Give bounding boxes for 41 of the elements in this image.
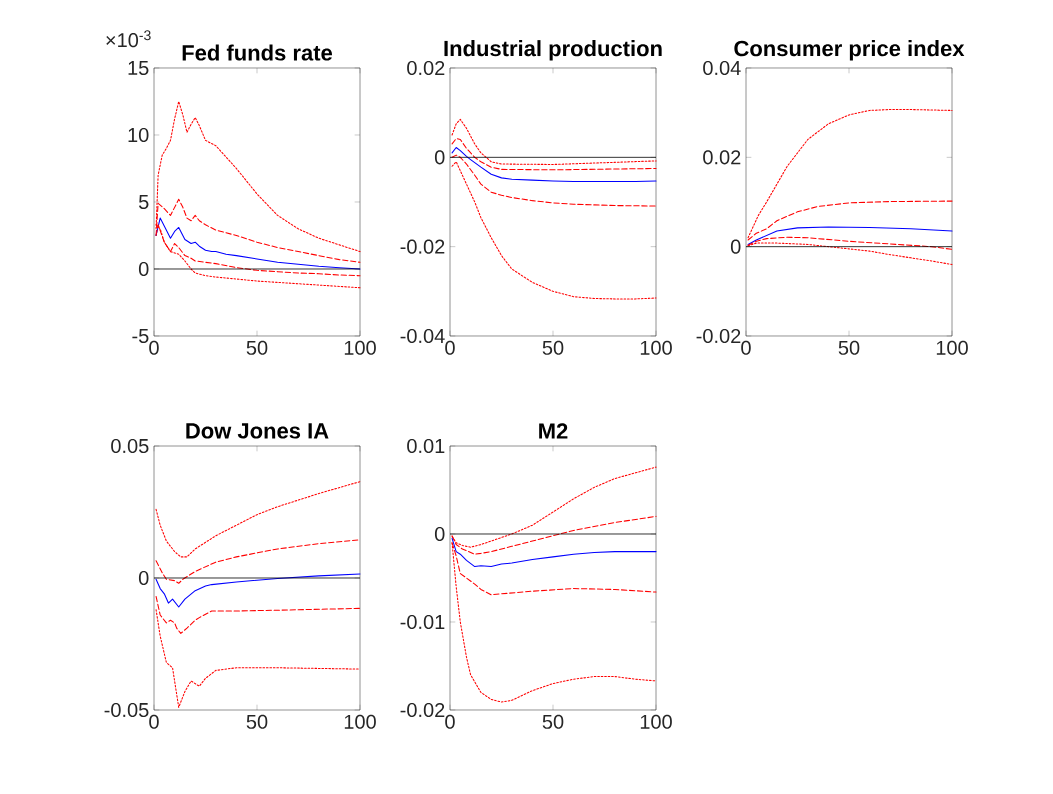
x-tick-label: 50	[246, 340, 268, 355]
y-tick-label: -0.02	[400, 239, 445, 254]
y-tick-label: -0.05	[104, 702, 149, 718]
y-tick-label: -0.02	[696, 328, 741, 344]
chart-title: M2	[539, 423, 568, 439]
x-tick-label: 0	[149, 340, 159, 355]
x-tick-label: 0	[445, 340, 455, 355]
x-tick-label: 50	[542, 714, 564, 729]
chart-title: Dow Jones IA	[186, 423, 329, 439]
chart-title: Fed funds rate	[182, 44, 333, 61]
y-tick-label: -5	[132, 329, 149, 343]
y-tick-label: -0.02	[400, 702, 445, 718]
y-tick-label: 0	[138, 261, 149, 277]
x-tick-label: 0	[741, 340, 751, 355]
x-tick-label: 100	[640, 340, 672, 355]
x-tick-label: 50	[542, 340, 564, 355]
y-tick-label: 0.01	[407, 438, 445, 454]
y-tick-label: 0.02	[703, 150, 741, 165]
x-tick-label: 0	[445, 714, 455, 729]
x-tick-label: 100	[640, 714, 672, 729]
y-tick-label: 0.02	[407, 60, 445, 76]
y-tick-label: 0	[434, 150, 445, 165]
y-tick-label: 5	[138, 195, 149, 209]
y-tick-label: 0	[434, 526, 445, 542]
y-tick-label: 0	[138, 570, 149, 586]
x-tick-label: 50	[246, 714, 268, 729]
y-tick-label: 0.04	[703, 60, 741, 76]
y-tick-label: -0.01	[400, 614, 445, 630]
y-tick-label: 15	[128, 61, 149, 75]
y-tick-label: 10	[128, 127, 149, 143]
y-tick-label: -0.04	[400, 328, 445, 344]
text: ×10$^{-3}$	[106, 30, 151, 48]
x-tick-label: 0	[149, 714, 159, 729]
x-tick-label: 100	[344, 340, 376, 355]
chart-title: Industrial production	[444, 40, 662, 61]
y-tick-label: 0	[730, 239, 741, 254]
x-tick-label: 100	[936, 340, 968, 355]
x-tick-label: 100	[344, 714, 376, 729]
y-tick-label: 0.05	[111, 438, 149, 454]
x-tick-label: 50	[838, 340, 860, 355]
chart-title: Consumer price index	[734, 40, 965, 61]
